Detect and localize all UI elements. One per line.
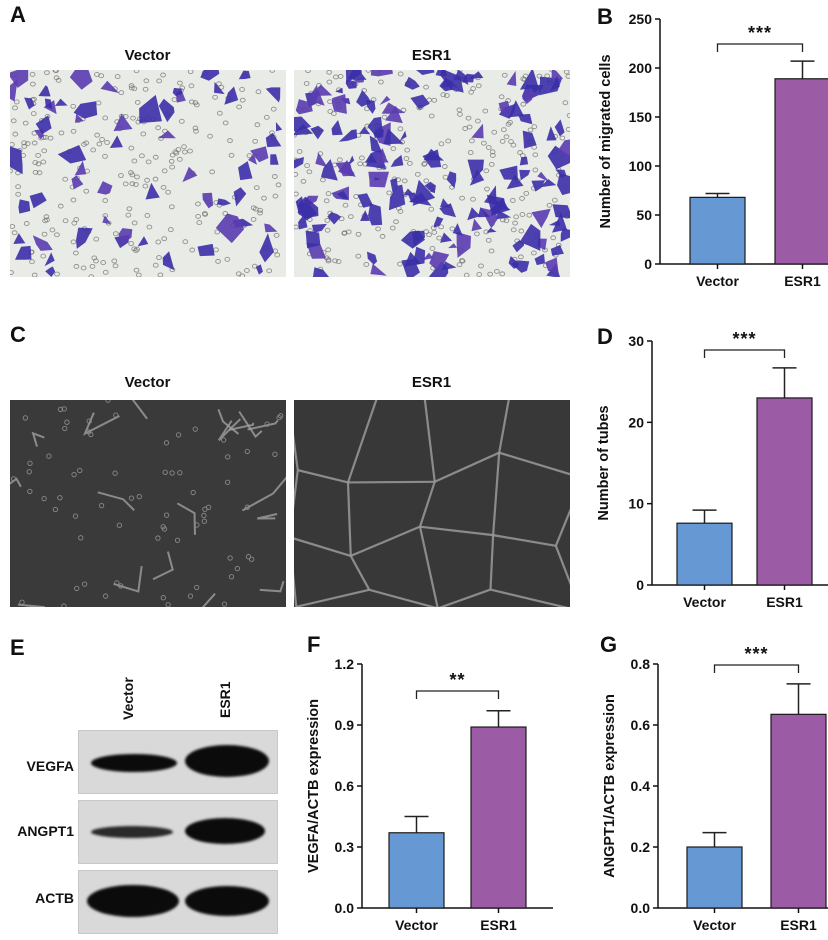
y-tick-label: 0.2 [631, 839, 651, 855]
y-tick-label: 0.4 [631, 778, 651, 794]
y-tick-label: 0.6 [631, 717, 651, 733]
tube-image-vector [10, 400, 286, 607]
blot-row-label-vegfa: VEGFA [26, 758, 74, 774]
bar-esr1 [470, 726, 527, 909]
panel-a-esr1-title: ESR1 [411, 47, 452, 64]
panel-c-vector-title: Vector [124, 374, 171, 391]
x-tick-label: Vector [395, 917, 438, 933]
y-tick-label: 0.0 [631, 900, 651, 916]
chart-b-migrated-cells: 0 50 100 150 200 250 Number of migrated cells V… [590, 0, 828, 300]
y-tick-label: 10 [628, 496, 644, 512]
panel-c-esr1-title: ESR1 [411, 374, 452, 391]
significance-stars: ** [449, 670, 465, 690]
migration-image-esr1 [294, 70, 570, 277]
y-tick-label: 0.6 [335, 778, 355, 794]
y-axis-title: VEGFA/ACTB expression [306, 699, 322, 873]
y-tick-label: 100 [629, 158, 653, 174]
y-tick-label: 0.3 [335, 839, 355, 855]
significance-stars: *** [732, 329, 756, 349]
lane-label-vector: Vector [120, 677, 136, 720]
panel-a-vector-title: Vector [124, 47, 171, 64]
x-tick-label: Vector [693, 917, 736, 933]
bar-vector [686, 846, 743, 909]
y-tick-label: 0.0 [335, 900, 355, 916]
y-tick-label: 200 [629, 60, 653, 76]
panel-label-b: B [597, 4, 613, 29]
blot-actb [78, 870, 278, 934]
bar-esr1 [774, 78, 828, 265]
panel-label-d: D [597, 324, 613, 349]
lane-label-esr1: ESR1 [217, 681, 233, 718]
significance-stars: *** [748, 23, 772, 43]
significance-bracket [713, 664, 800, 673]
band-vegfa-esr1 [185, 745, 269, 777]
tube-image-esr1 [294, 400, 570, 607]
panel-label-c: C [10, 322, 26, 347]
y-tick-label: 0 [644, 256, 652, 272]
significance-bracket [716, 43, 804, 52]
y-axis-title: Number of tubes [596, 405, 612, 520]
bar-vector [388, 832, 445, 909]
panel-label-g: G [600, 632, 618, 657]
blot-angpt1 [78, 800, 278, 864]
migration-image-vector [10, 70, 286, 277]
y-tick-label: 1.2 [335, 656, 355, 672]
bar-vector [689, 196, 746, 265]
blot-row-label-angpt1: ANGPT1 [17, 823, 74, 839]
bar-esr1 [756, 397, 813, 586]
y-axis-title: Number of migrated cells [598, 54, 614, 228]
x-tick-label: Vector [696, 273, 739, 289]
y-tick-label: 0 [636, 577, 644, 593]
blot-row-label-actb: ACTB [35, 890, 74, 906]
band-angpt1-vector [91, 826, 173, 838]
x-tick-label: ESR1 [784, 273, 821, 289]
significance-stars: *** [744, 644, 768, 664]
band-vegfa-vector [91, 754, 177, 772]
bar-esr1 [770, 713, 827, 909]
y-tick-label: 0.9 [335, 717, 355, 733]
chart-g-angpt1: 0.0 0.2 0.4 0.6 0.8 ANGPT1/ACTB expression Vec… [570, 625, 828, 940]
x-tick-label: Vector [683, 594, 726, 610]
band-actb-esr1 [185, 886, 269, 916]
panel-label-e: E [10, 635, 25, 660]
y-tick-label: 20 [628, 414, 644, 430]
y-tick-label: 0.8 [631, 656, 651, 672]
band-angpt1-esr1 [185, 818, 265, 844]
y-tick-label: 250 [629, 11, 653, 27]
x-tick-label: ESR1 [780, 917, 817, 933]
y-axis-title: ANGPT1/ACTB expression [602, 694, 618, 878]
chart-f-vegfa: 0.0 0.3 0.6 0.9 1.2 VEGFA/ACTB expression Vect… [300, 625, 560, 940]
x-tick-label: ESR1 [480, 917, 517, 933]
chart-d-tubes: 0 10 20 30 Number of tubes Vector ESR1 *** [590, 300, 828, 620]
y-tick-label: 50 [636, 207, 652, 223]
significance-bracket [703, 349, 786, 358]
y-tick-label: 150 [629, 109, 653, 125]
band-actb-vector [87, 885, 179, 917]
significance-bracket [415, 690, 500, 699]
x-tick-label: ESR1 [766, 594, 803, 610]
panel-label-a: A [10, 2, 26, 27]
y-tick-label: 30 [628, 333, 644, 349]
blot-vegfa [78, 730, 278, 794]
panel-label-f: F [307, 632, 321, 657]
bar-vector [676, 522, 733, 586]
